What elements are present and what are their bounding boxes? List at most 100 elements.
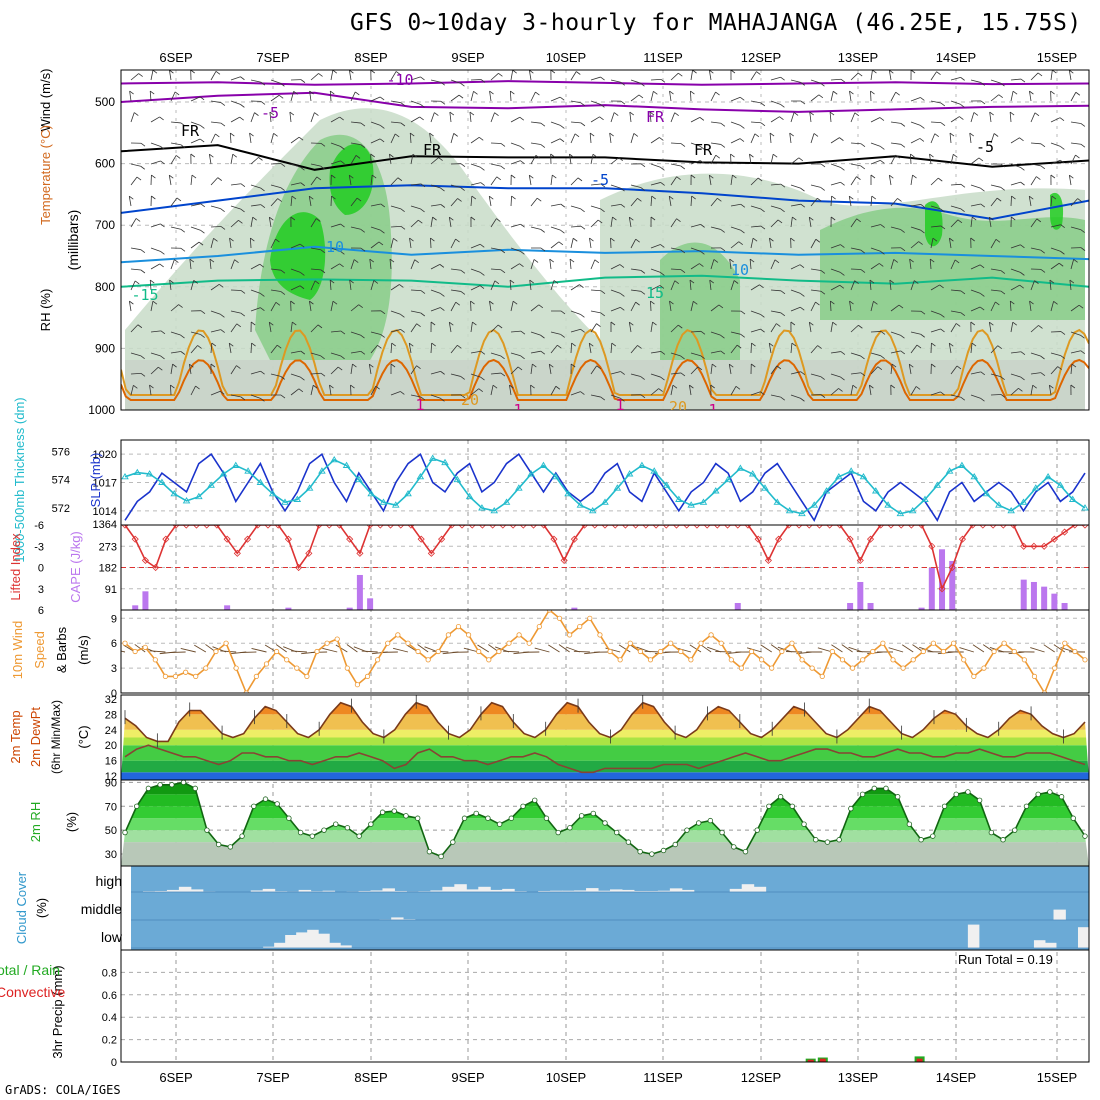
wind-barb xyxy=(637,345,642,349)
wind-barb xyxy=(1050,262,1060,270)
rh2m-unit-label: (%) xyxy=(64,812,79,832)
wind-barb xyxy=(250,157,259,165)
wind-barb xyxy=(1020,376,1025,381)
wind-barb xyxy=(470,268,481,273)
wind-barb xyxy=(130,176,138,186)
thickness-point xyxy=(1056,481,1065,488)
wind-barb xyxy=(1050,90,1055,95)
wind-barb xyxy=(770,154,774,165)
isotherm-label: FR xyxy=(181,122,200,140)
wind-tick-label: 9 xyxy=(111,613,117,625)
lifted-point xyxy=(754,535,762,543)
wind-barb xyxy=(420,76,425,81)
wind-barb xyxy=(669,91,672,102)
wind-barb xyxy=(832,321,837,326)
wind-barb xyxy=(210,238,214,249)
thickness-point xyxy=(404,489,412,497)
wind-barb xyxy=(730,175,733,186)
wind-barb xyxy=(869,280,872,291)
thickness-point xyxy=(736,464,745,471)
wind-barb xyxy=(668,196,672,207)
pressure-axis-label: (millibars) xyxy=(65,210,81,271)
wind-barb xyxy=(920,125,925,129)
wind-barb xyxy=(590,219,599,228)
thickness-point xyxy=(798,509,806,517)
wind-barb xyxy=(310,372,322,375)
wind-barb xyxy=(596,323,601,327)
wind-barb xyxy=(519,116,525,121)
wind-barb xyxy=(250,237,255,242)
lifted-point xyxy=(1020,542,1028,550)
wind-barb xyxy=(410,365,417,375)
wind-barb xyxy=(230,205,241,210)
wind-barb xyxy=(549,363,554,368)
lifted-point xyxy=(152,563,160,572)
wind-barb xyxy=(529,279,534,284)
lifted-point xyxy=(325,525,333,529)
rh-point xyxy=(403,813,409,819)
rh-point xyxy=(543,815,550,821)
wind-barb xyxy=(394,133,400,138)
wind-barb xyxy=(680,269,686,273)
rh-point xyxy=(215,841,222,848)
wind-barb xyxy=(390,238,394,249)
wind-barb xyxy=(970,343,973,354)
wind-barb xyxy=(580,225,586,230)
lifted-point xyxy=(672,525,681,529)
thickness-point xyxy=(502,498,511,505)
wind-point xyxy=(415,648,421,655)
wind-barb xyxy=(460,269,466,274)
wind-barb xyxy=(176,197,182,202)
wind-barb xyxy=(650,322,653,333)
cloud-bar-high xyxy=(478,886,491,892)
wind-barb xyxy=(570,205,581,210)
wind-barb xyxy=(529,70,534,74)
wind-barb xyxy=(669,300,674,305)
wind-barb xyxy=(180,228,185,233)
wind-barb xyxy=(390,310,401,315)
wind-barb xyxy=(659,137,664,141)
wind-barb xyxy=(210,177,219,186)
rh-shading xyxy=(329,143,374,215)
wind-barb xyxy=(957,219,963,224)
lifted-point xyxy=(448,525,456,529)
wind-barb xyxy=(877,366,883,371)
pressure-tick-label: 500 xyxy=(95,95,115,109)
wind-barb xyxy=(258,157,263,161)
wind-barb-10m xyxy=(290,650,307,653)
cloud-bar-middle xyxy=(391,917,404,920)
wind-barb xyxy=(1019,137,1024,142)
wind-barb xyxy=(419,116,424,121)
lifted-point xyxy=(775,535,783,543)
wind-barb xyxy=(674,280,679,285)
wind-barb xyxy=(230,310,241,314)
wind-barb xyxy=(815,301,820,306)
wind-barb xyxy=(550,331,561,335)
wind-barb xyxy=(980,100,986,105)
day-label-top: 10SEP xyxy=(546,50,586,65)
wind-barb xyxy=(970,79,981,83)
wind-barb xyxy=(149,384,154,389)
lifted-point xyxy=(611,525,619,529)
wind-barb xyxy=(658,388,663,392)
cloud-bar-high xyxy=(430,890,443,892)
wind-barb xyxy=(610,394,621,399)
wind-barb xyxy=(856,176,861,180)
wind-barb xyxy=(410,183,421,186)
wind-barb xyxy=(191,174,197,179)
wind-barb xyxy=(300,272,305,276)
wind-barb xyxy=(920,333,925,338)
wind-barb xyxy=(268,322,272,333)
wind-barb xyxy=(250,204,261,207)
wind-barb xyxy=(960,290,966,295)
rh-point xyxy=(672,841,678,848)
wind-barb xyxy=(190,153,196,158)
rh-point xyxy=(1035,791,1041,798)
wind-barb xyxy=(672,384,678,389)
wind-barb xyxy=(618,157,623,161)
wind-point xyxy=(132,648,138,655)
wind-barb xyxy=(390,205,401,210)
wind-barb xyxy=(710,259,715,270)
wind-barb xyxy=(535,91,540,96)
wind-barb xyxy=(570,310,581,315)
